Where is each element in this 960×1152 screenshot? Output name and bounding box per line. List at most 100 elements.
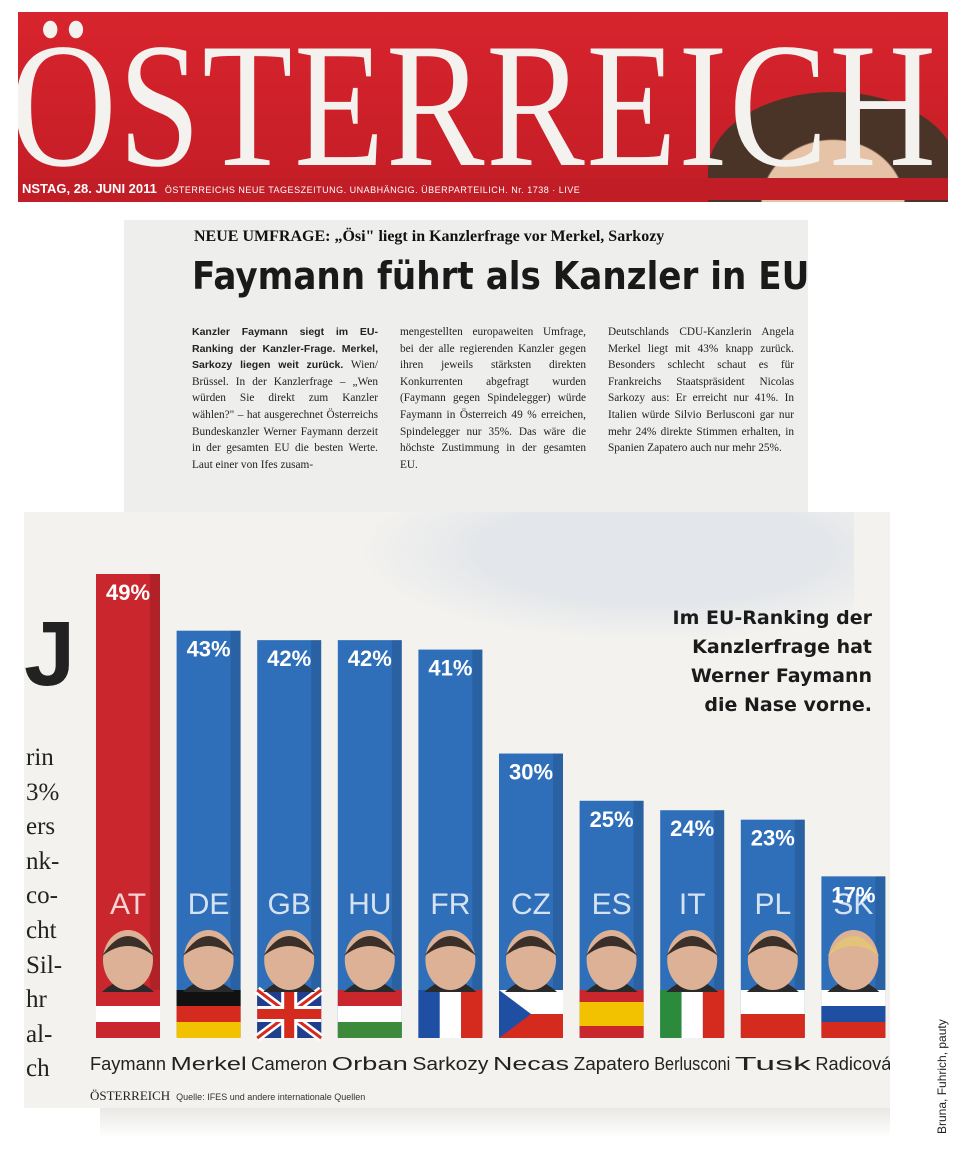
flag-stripe [96,1006,160,1022]
country-code-label: CZ [511,888,551,921]
politician-hair [585,936,638,956]
adjacent-headline-fragment: J [24,603,76,705]
chart-graphic: J rin 3% ers nk-co-cht Sil-hr al-ch 49% AT Faym… [24,512,890,1108]
politician-name-label: Tusk [735,1054,813,1074]
country-code-label: FR [430,888,470,921]
politician-hair [263,936,316,956]
politician-hair [343,936,396,956]
flag-stripe [418,990,440,1038]
politician-hair [666,936,719,956]
chart-bar-shade [633,800,644,1037]
column-fragment-text: rin [26,744,54,771]
chart-source: ÖSTERREICH Quelle: IFES und andere intern… [90,1088,365,1104]
article-column-2: mengestellten europaweiten Umfrage, bei … [400,326,586,471]
flag-stripe [176,1022,241,1038]
chart-caption: Im EU-Ranking der Kanzlerfrage hat Werne… [624,604,873,720]
flag-stripe [821,990,886,1006]
bar-value-label: 43% [187,637,231,662]
flag-stripe [821,1006,886,1022]
flag-stripe [461,990,483,1038]
chart-bar-shade [714,810,725,1037]
country-code-label: HU [348,888,391,921]
politician-name-label: Faymann [90,1054,166,1074]
bar-value-label: 49% [106,580,150,605]
article-column-3: Deutschlands CDU-Kanzlerin Angela Merkel… [608,326,794,455]
politician-name-label: Berlusconi [654,1054,730,1074]
bar-value-label: 42% [267,646,311,671]
column-fragment-text: nk- [26,847,60,875]
bar-value-label: 42% [348,646,392,671]
chart-bar-shade [391,640,402,1037]
column-fragment-text: 3% [26,778,60,806]
column-fragment-text: al- [26,1020,53,1048]
flag-stripe [821,1022,886,1038]
chart-bar-shade [311,640,322,1037]
bar-value-label: 24% [670,816,714,841]
clipping-edge [100,1108,890,1138]
bar-value-label: 17% [831,882,875,907]
newspaper-masthead: ÖSTERREICH NSTAG, 28. JUNI 2011 ÖSTERREIC… [18,12,948,202]
column-fragment-text: ch [26,1055,50,1083]
chart-caption-line: Im EU-Ranking der [672,607,873,629]
issue-date: NSTAG, 28. JUNI 2011 [22,181,157,196]
flag-stripe [176,1006,241,1022]
column-fragment-text: co- [26,882,58,910]
source-brand: ÖSTERREICH [90,1088,171,1103]
politician-name-label: Zapatero [574,1054,650,1074]
politician-hair [182,936,235,956]
bar-value-label: 25% [590,807,634,832]
politician-hair [424,936,477,956]
country-code-label: ES [592,888,632,921]
flag-stripe [176,990,241,1006]
flag-stripe [660,990,682,1038]
article-clipping: NEUE UMFRAGE: „Ösi" liegt in Kanzlerfrag… [124,220,810,550]
politician-name-label: Cameron [251,1054,327,1074]
bar-value-label: 41% [428,656,472,681]
chart-caption-line: die Nase vorne. [704,694,872,716]
politician-hair [746,936,799,956]
flag-stripe [579,990,644,1002]
newspaper-title: ÖSTERREICH [18,12,938,202]
article-kicker: NEUE UMFRAGE: „Ösi" liegt in Kanzlerfrag… [194,228,665,245]
country-code-label: PL [754,888,791,921]
chart-bar-shade [230,630,241,1037]
article-column-1: Kanzler Faymann siegt im EU-Ranking der … [192,324,378,473]
article-column-1-text: Wien/ Brüssel. In der Kanzlerfrage – „We… [192,359,379,471]
flag-triangle [499,990,531,1038]
flag-stripe [337,990,402,1006]
country-code-label: DE [188,888,230,921]
column-fragment-text: hr [26,986,47,1014]
flag-cross [257,1009,322,1019]
masthead-tagline: ÖSTERREICHS NEUE TAGESZEITUNG. UNABHÄNGI… [164,185,581,195]
chart-bar-shade [875,876,886,1037]
flag-stripe [579,1026,644,1038]
flag-stripe [439,990,462,1038]
politician-name-label: Sarkozy [412,1054,488,1074]
chart-bar-shade [553,753,563,1037]
politician-hair [505,936,557,956]
politician-name-label: Radicová [815,1054,890,1074]
flag-stripe [740,1014,805,1038]
chart-caption-line: Werner Faymann [690,665,872,687]
politician-name-label: Merkel [171,1054,247,1074]
article-headline: Faymann führt als Kanzler in EU [192,254,810,298]
country-code-label: AT [110,888,146,921]
article-lead: Kanzler Faymann siegt im EU-Ranking der … [192,326,378,372]
source-text: Quelle: IFES und andere internationale Q… [176,1092,366,1102]
bar-value-label: 30% [509,760,553,785]
bar-chart: 49% AT Faymann 43% DE Merkel 42% GB Cameron 42% HU… [90,574,890,1074]
chart-caption-line: Kanzlerfrage hat [692,636,872,658]
country-code-label: IT [679,888,706,921]
flag-stripe [337,1006,402,1022]
chart-bar-shade [150,574,160,1037]
column-fragment-text: Sil- [26,951,63,979]
politician-hair [827,936,880,956]
masthead-date-line: NSTAG, 28. JUNI 2011 ÖSTERREICHS NEUE TAG… [18,178,948,200]
column-fragment-text: ers [26,813,56,841]
chart-bar-shade [794,819,805,1037]
flag-stripe [337,1022,402,1038]
politician-name-label: Necas [493,1054,569,1074]
flag-stripe [96,990,160,1006]
politician-name-label: Orban [332,1054,408,1074]
photo-credit: Bruna, Fuhrich, pauty [935,1019,949,1134]
